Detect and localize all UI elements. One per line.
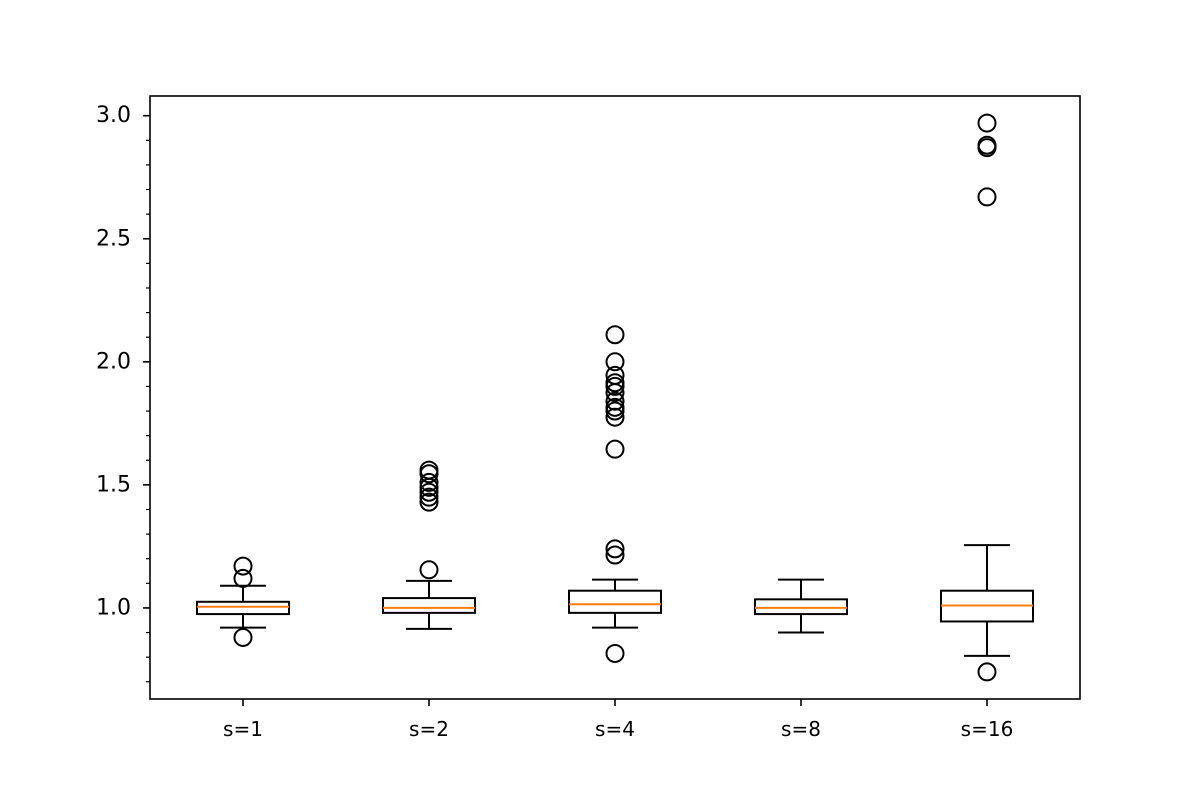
outlier-point [605,397,625,417]
iqr-box [196,600,290,616]
box-group-2 [382,460,476,630]
outlier-point [605,439,625,459]
iqr-box [568,589,662,614]
outlier-point [605,643,625,663]
outlier-point [233,627,253,647]
outlier-point [977,662,997,682]
box-group-1 [196,556,290,647]
outlier-point [419,460,439,480]
axes: 1.0 1.5 2.0 2.5 3.0 s=1 s=2 s=4 s=8 s=16 [96,103,1013,741]
y-tick-label: 2.0 [96,349,131,374]
y-tick-label: 1.5 [96,472,131,497]
box-group-3 [568,325,662,663]
outlier-point [605,539,625,559]
y-tick-label: 1.0 [96,595,131,620]
box-group-4 [754,578,848,634]
outlier-point [233,568,253,588]
x-tick-label: s=16 [961,717,1014,741]
outlier-point [419,472,439,492]
y-tick-label: 3.0 [96,103,131,128]
iqr-box [382,597,476,614]
outlier-point [605,365,625,385]
x-tick-label: s=1 [223,717,263,741]
outlier-point [605,391,625,411]
outlier-point [605,407,625,427]
x-tick-label: s=4 [595,717,635,741]
outlier-point [605,325,625,345]
outlier-point [419,487,439,507]
x-tick-label: s=8 [781,717,821,741]
outlier-point [605,545,625,565]
outlier-point [419,482,439,502]
outlier-point [233,556,253,576]
box-group-5 [940,113,1034,682]
outlier-point [419,492,439,512]
outlier-point [977,135,997,155]
outlier-point [419,560,439,580]
plot-area [196,113,1034,682]
outlier-point [605,352,625,372]
outlier-point [977,187,997,207]
iqr-box [754,598,848,616]
outlier-point [605,373,625,393]
y-tick-label: 2.5 [96,226,131,251]
outlier-point [977,113,997,133]
x-tick-label: s=2 [409,717,449,741]
